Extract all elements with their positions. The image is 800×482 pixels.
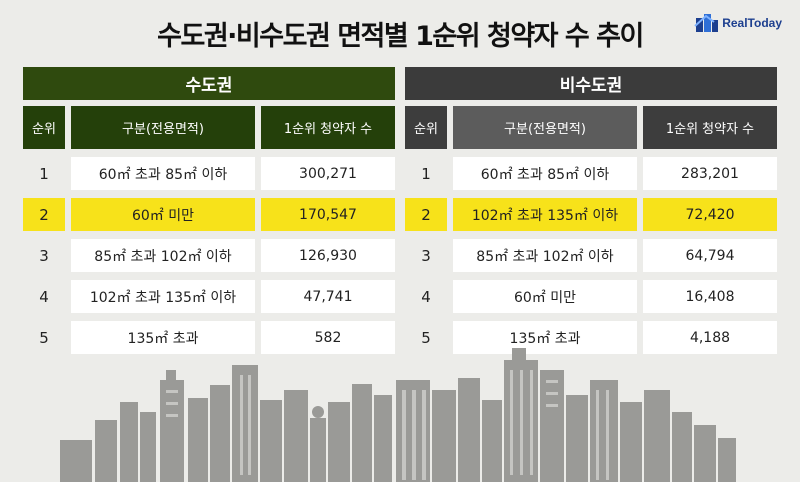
rank-cell: 5 [421,328,431,347]
area-cell: 60㎡ 초과 85㎡ 이하 [71,157,255,190]
count-cell: 582 [261,321,395,354]
header-area: 구분(전용면적) [453,106,637,149]
count-cell: 283,201 [643,157,777,190]
logo-text: RealToday [722,16,782,30]
table-row: 5 135㎡ 초과 4,188 [405,321,777,354]
rank-cell: 1 [421,164,431,183]
rank-cell: 3 [39,246,49,265]
brand-logo: RealToday [694,12,782,34]
capital-table: 수도권 순위 구분(전용면적) 1순위 청약자 수 1 60㎡ 초과 85㎡ 이… [23,67,395,354]
count-cell: 64,794 [643,239,777,272]
area-cell: 135㎡ 초과 [71,321,255,354]
area-cell: 85㎡ 초과 102㎡ 이하 [453,239,637,272]
header-count: 1순위 청약자 수 [261,106,395,149]
area-cell: 102㎡ 초과 135㎡ 이하 [453,198,637,231]
header-rank: 순위 [23,106,65,149]
count-cell: 16,408 [643,280,777,313]
count-cell: 47,741 [261,280,395,313]
table-row: 4 60㎡ 미만 16,408 [405,280,777,313]
area-cell: 60㎡ 미만 [453,280,637,313]
area-cell: 135㎡ 초과 [453,321,637,354]
area-cell: 60㎡ 초과 85㎡ 이하 [453,157,637,190]
table-row: 1 60㎡ 초과 85㎡ 이하 283,201 [405,157,777,190]
count-cell: 170,547 [261,198,395,231]
building-logo-icon [694,14,719,32]
page-title: 수도권·비수도권 면적별 1순위 청약자 수 추이 [157,21,644,52]
area-cell: 85㎡ 초과 102㎡ 이하 [71,239,255,272]
count-cell: 300,271 [261,157,395,190]
region-header-capital: 수도권 [23,67,395,100]
table-row-highlighted: 2 102㎡ 초과 135㎡ 이하 72,420 [405,198,777,231]
column-headers: 순위 구분(전용면적) 1순위 청약자 수 [405,106,777,149]
area-cell: 102㎡ 초과 135㎡ 이하 [71,280,255,313]
rank-cell: 2 [23,198,65,231]
count-cell: 126,930 [261,239,395,272]
rank-cell: 1 [39,164,49,183]
count-cell: 72,420 [643,198,777,231]
city-skyline-illustration [60,348,736,482]
table-row: 5 135㎡ 초과 582 [23,321,395,354]
rank-cell: 4 [421,287,431,306]
rank-cell: 5 [39,328,49,347]
header-count: 1순위 청약자 수 [643,106,777,149]
area-cell: 60㎡ 미만 [71,198,255,231]
rank-cell: 3 [421,246,431,265]
table-row: 3 85㎡ 초과 102㎡ 이하 64,794 [405,239,777,272]
header-rank: 순위 [405,106,447,149]
table-row: 3 85㎡ 초과 102㎡ 이하 126,930 [23,239,395,272]
noncapital-table: 비수도권 순위 구분(전용면적) 1순위 청약자 수 1 60㎡ 초과 85㎡ … [405,67,777,354]
column-headers: 순위 구분(전용면적) 1순위 청약자 수 [23,106,395,149]
count-cell: 4,188 [643,321,777,354]
rank-cell: 4 [39,287,49,306]
region-header-noncapital: 비수도권 [405,67,777,100]
header-area: 구분(전용면적) [71,106,255,149]
table-row: 4 102㎡ 초과 135㎡ 이하 47,741 [23,280,395,313]
table-row-highlighted: 2 60㎡ 미만 170,547 [23,198,395,231]
rank-cell: 2 [405,198,447,231]
table-row: 1 60㎡ 초과 85㎡ 이하 300,271 [23,157,395,190]
